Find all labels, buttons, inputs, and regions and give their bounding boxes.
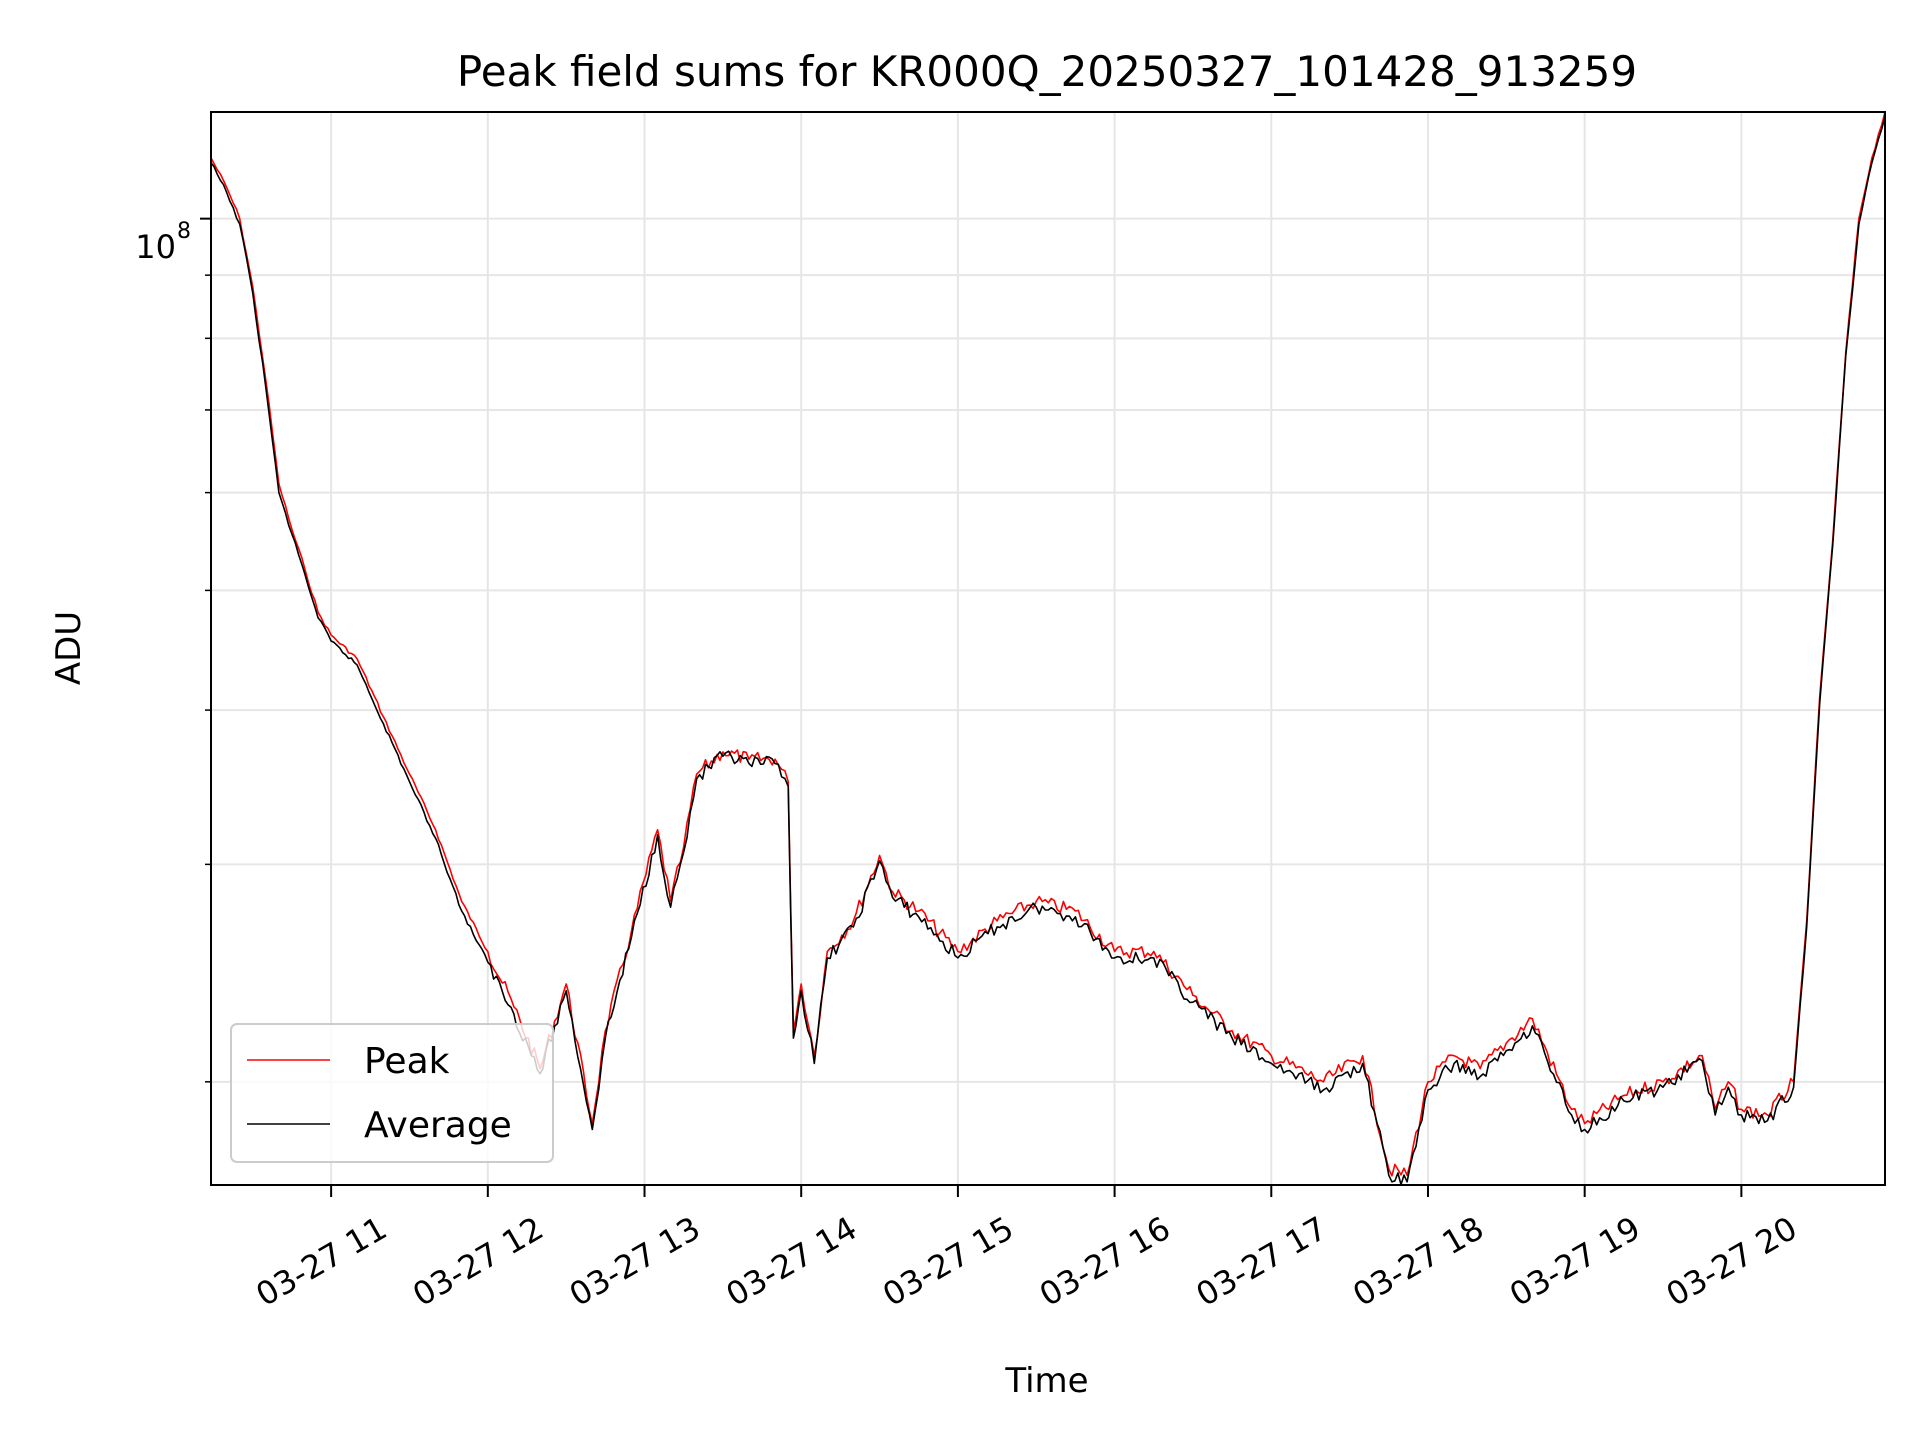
legend: Peak Average xyxy=(230,1023,554,1163)
plot-frame xyxy=(210,111,1886,1186)
series-line-average xyxy=(210,116,1886,1186)
y-axis-label: ADU xyxy=(49,611,89,685)
y-tick-exponent: 8 xyxy=(177,219,191,244)
series-line-peak xyxy=(210,111,1886,1177)
legend-label-average: Average xyxy=(364,1105,512,1146)
legend-box xyxy=(230,1023,554,1163)
y-tick-label: 10 8 xyxy=(135,219,191,266)
legend-label-peak: Peak xyxy=(364,1041,450,1082)
grid-lines xyxy=(211,112,1885,1185)
series-lines xyxy=(210,111,1886,1186)
x-axis-label: Time xyxy=(1004,1361,1088,1401)
y-axis-ticks xyxy=(200,217,211,1083)
y-tick-base: 10 xyxy=(135,228,176,266)
chart-title: Peak field sums for KR000Q_20250327_1014… xyxy=(457,47,1637,96)
